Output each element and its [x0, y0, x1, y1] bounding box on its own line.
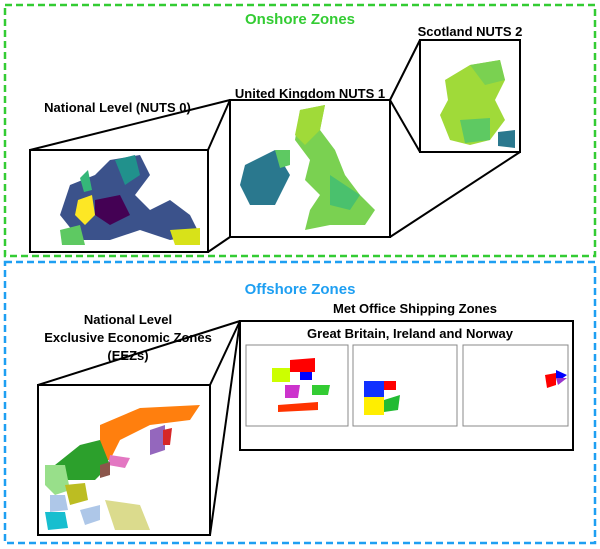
- onshore-frame: [3, 3, 597, 258]
- nuts2-map: [419, 39, 521, 153]
- shipping-panel-1: [245, 344, 349, 427]
- nuts0-label: National Level (NUTS 0): [44, 100, 191, 115]
- eez-label-line3: (EEZs): [107, 348, 149, 363]
- shipping-subtitle: Great Britain, Ireland and Norway: [307, 326, 513, 341]
- shipping-title: Met Office Shipping Zones: [333, 301, 497, 316]
- onshore-title: Onshore Zones: [244, 11, 356, 28]
- offshore-frame: [3, 260, 597, 545]
- nuts2-label: Scotland NUTS 2: [417, 24, 523, 39]
- shipping-panel-3: [462, 344, 569, 427]
- eez-map: [37, 384, 211, 536]
- shipping-panel-2: [352, 344, 458, 427]
- eez-label-line2: Exclusive Economic Zones: [44, 330, 212, 345]
- nuts1-label: United Kingdom NUTS 1: [234, 86, 386, 101]
- eez-label-line1: National Level: [83, 312, 173, 327]
- nuts0-map: [29, 149, 209, 253]
- offshore-title: Offshore Zones: [244, 281, 356, 298]
- nuts1-map: [229, 99, 391, 238]
